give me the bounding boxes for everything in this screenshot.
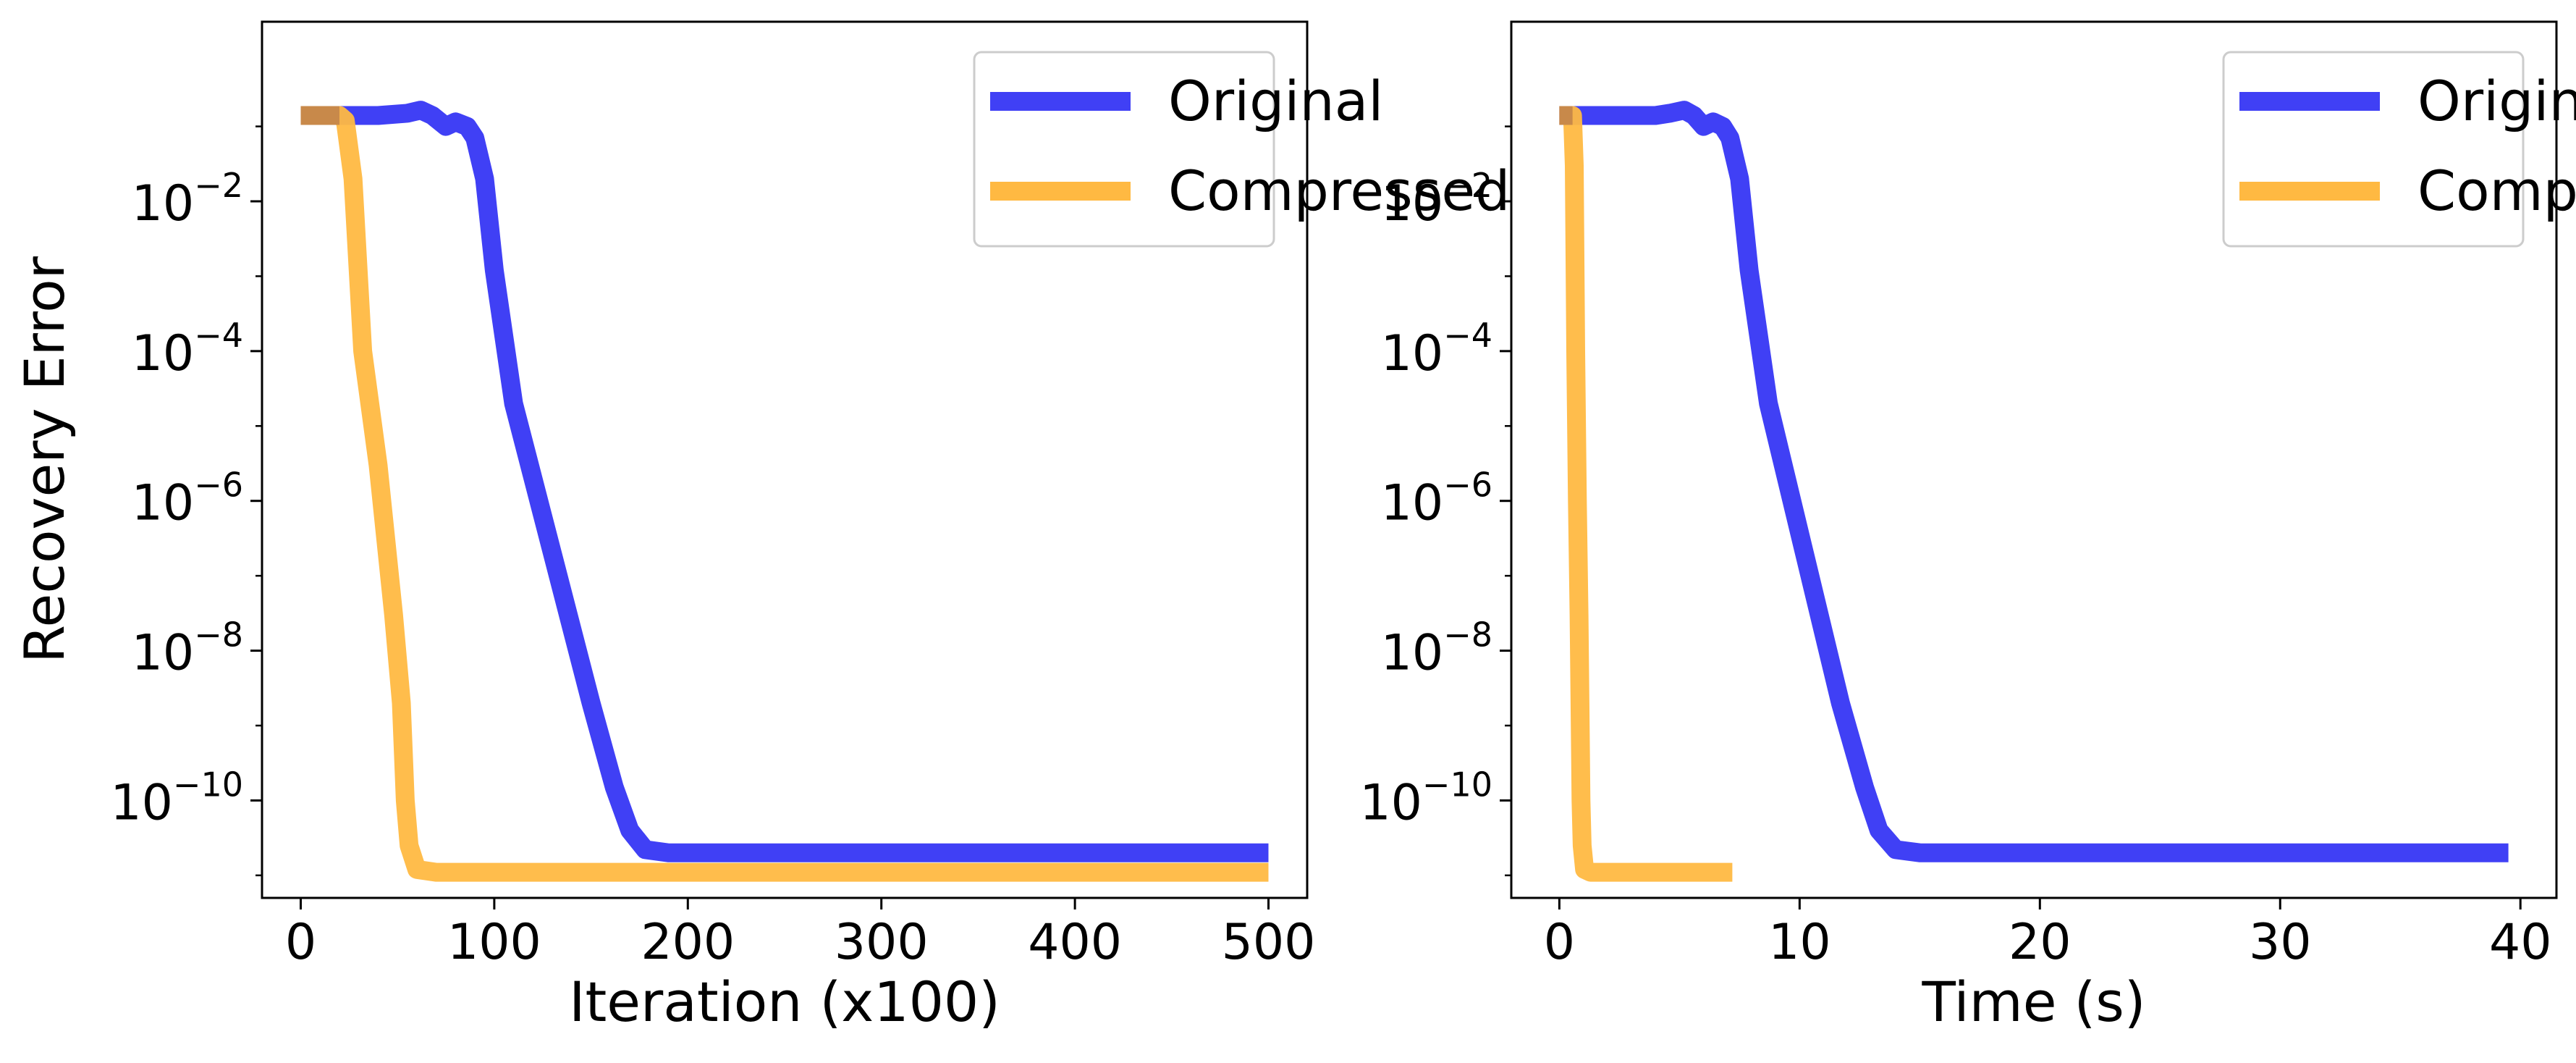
y-tick-label: 10−8 — [1381, 615, 1492, 682]
x-axis-label: Iteration (x100) — [569, 970, 1000, 1034]
series-line-original — [300, 101, 1269, 862]
y-tick-label: 10−10 — [110, 765, 243, 831]
series-group — [300, 101, 1269, 882]
axes-frame — [261, 20, 1309, 899]
legend-label-compressed: Compressed — [2417, 159, 2576, 223]
y-tick-label: 10−2 — [1381, 166, 1492, 232]
x-axis-label: Time (s) — [1921, 970, 2145, 1034]
x-tick-label: 500 — [1222, 914, 1316, 971]
axes-frame — [1510, 20, 2558, 899]
series-group — [1557, 101, 2509, 882]
x-tick-label: 30 — [2249, 914, 2312, 971]
x-tick-label: 40 — [2489, 914, 2552, 971]
series-line-original — [1559, 101, 2509, 862]
x-tick-label: 0 — [1544, 914, 1575, 971]
x-tick-label: 0 — [285, 914, 316, 971]
x-tick-label: 20 — [2009, 914, 2072, 971]
legend-label-original: Original — [2417, 69, 2576, 133]
series-line-compressed — [1557, 106, 1733, 882]
series-line-compressed — [300, 106, 1269, 882]
iteration-chart-panel: 0 100 200 300 400 500 10−2 10−4 10−6 10−8 10−10 Ite… — [110, 20, 1510, 1034]
legend: Original Compressed — [973, 51, 1510, 248]
legend-label-compressed: Compressed — [1168, 159, 1510, 223]
y-tick-label: 10−6 — [1381, 466, 1492, 532]
y-tick-label: 10−8 — [132, 615, 243, 682]
legend-label-original: Original — [1168, 69, 1383, 133]
x-tick-label: 100 — [447, 914, 541, 971]
x-tick-label: 10 — [1768, 914, 1831, 971]
y-tick-label: 10−2 — [132, 166, 243, 232]
y-tick-label: 10−4 — [1381, 316, 1492, 382]
x-tick-label: 300 — [835, 914, 929, 971]
figure-ylabel: Recovery Error — [12, 256, 77, 663]
x-tick-label: 400 — [1028, 914, 1122, 971]
y-tick-label: 10−6 — [132, 466, 243, 532]
legend: Original Compressed — [2222, 51, 2576, 248]
x-tick-label: 200 — [641, 914, 735, 971]
time-chart-panel: 0 10 20 30 40 10−2 10−4 10−6 10−8 10−10 Time (s) Or… — [1359, 20, 2576, 1034]
y-tick-label: 10−4 — [132, 316, 243, 382]
y-tick-label: 10−10 — [1359, 765, 1492, 831]
